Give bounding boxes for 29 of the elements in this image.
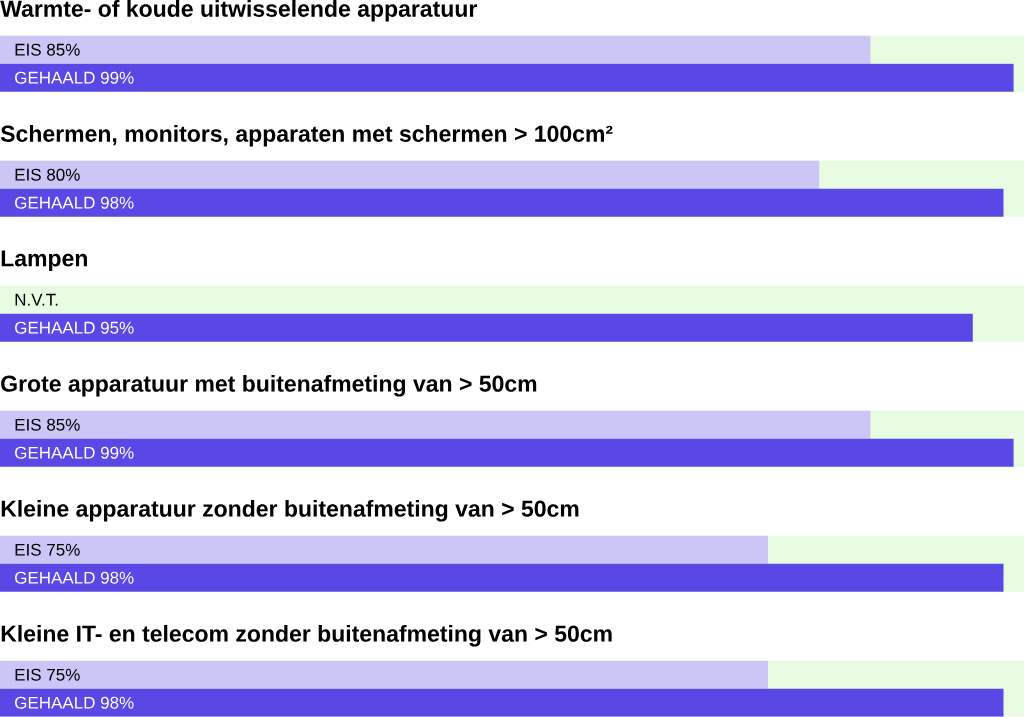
bar — [0, 535, 769, 564]
data-label: GEHAALD 95% — [15, 321, 134, 334]
data-label: GEHAALD 99% — [15, 446, 134, 459]
bar — [0, 438, 1014, 467]
bar — [0, 63, 1014, 92]
data-label: GEHAALD 98% — [15, 696, 134, 709]
bar — [0, 563, 1004, 592]
y-tick-label: Grote apparatuur met buitenafmeting van > 50cm — [1, 375, 537, 397]
bar — [0, 160, 820, 189]
y-tick-label: Kleine apparatuur zonder buitenafmeting van > 50cm — [1, 500, 579, 522]
text: N.V.T. — [15, 294, 58, 306]
data-label: EIS 75% — [15, 668, 80, 681]
y-tick-label: Lampen — [1, 250, 87, 272]
bar — [0, 410, 871, 439]
y-tick-label: Kleine IT- en telecom zonder buitenafmeting van > 50cm — [1, 625, 612, 647]
y-tick-label: Warmte- of koude uitwisselende apparatuur — [0, 0, 477, 22]
bar — [0, 660, 769, 689]
data-label: GEHAALD 99% — [15, 71, 134, 84]
bar — [0, 188, 1004, 217]
bar — [0, 35, 871, 64]
bar — [0, 688, 1004, 717]
bar — [0, 313, 973, 342]
data-label: EIS 80% — [15, 168, 80, 181]
data-label: EIS 75% — [15, 543, 80, 556]
data-label: GEHAALD 98% — [15, 196, 134, 209]
data-label: EIS 85% — [15, 418, 80, 431]
data-label: GEHAALD 98% — [15, 571, 134, 584]
data-label: EIS 85% — [15, 43, 80, 56]
y-tick-label: Schermen, monitors, apparaten met schermen > 100cm² — [0, 125, 613, 147]
